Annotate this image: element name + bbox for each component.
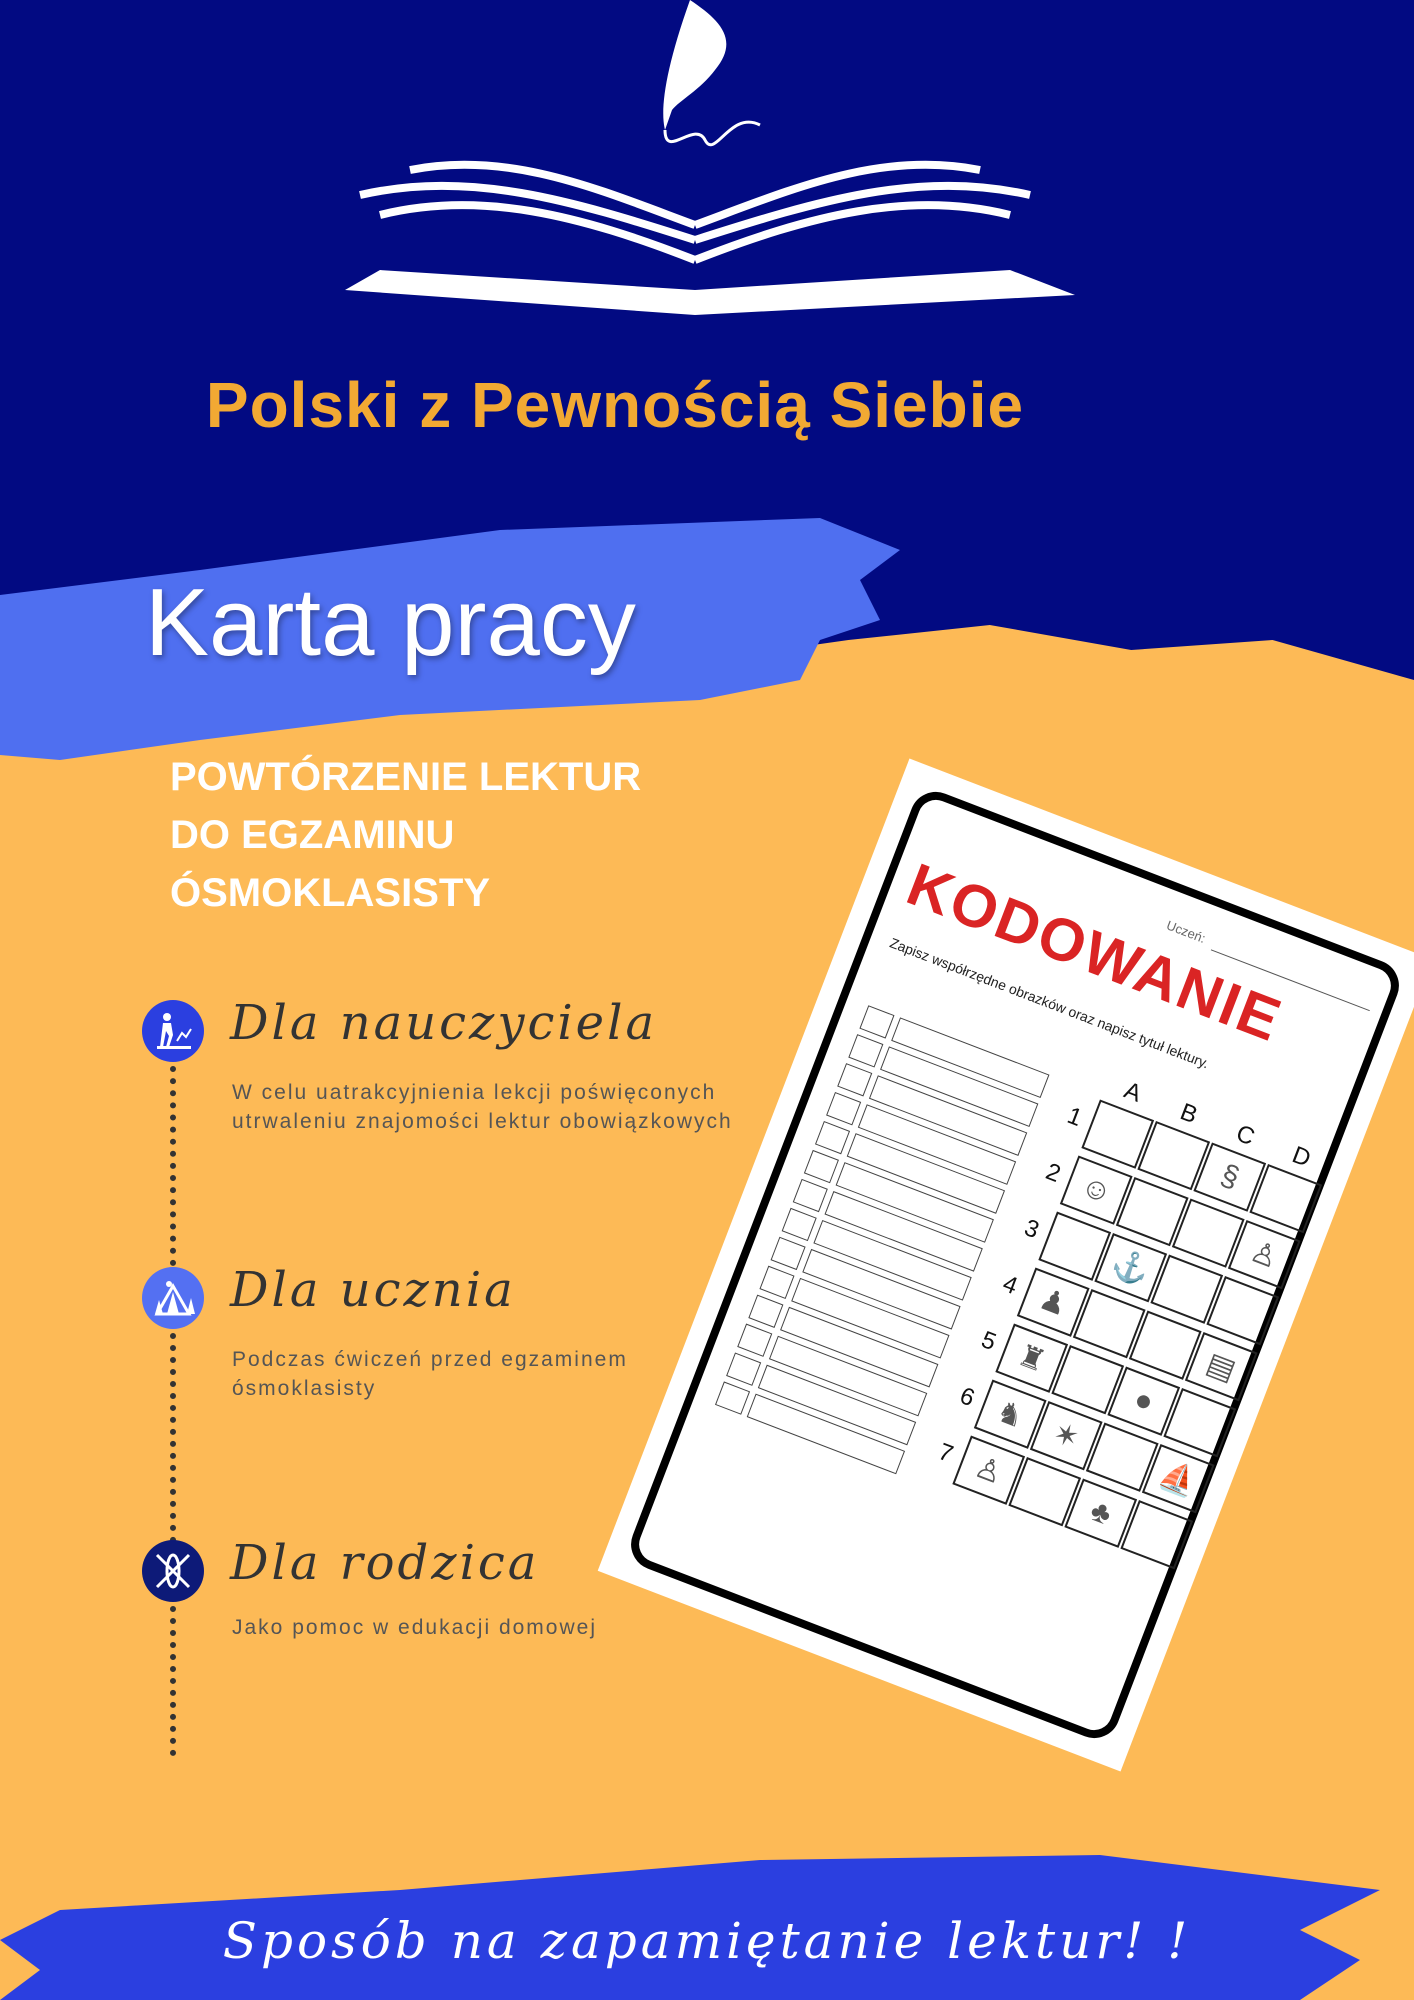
subtitle-line: DO EGZAMINU bbox=[170, 813, 455, 857]
brand-name: Polski z Pewnością Siebie bbox=[205, 369, 1025, 441]
kayak-icon bbox=[142, 1540, 204, 1602]
audience-heading: Dla rodzica bbox=[230, 1535, 540, 1591]
page-title: Karta pracy bbox=[145, 569, 636, 676]
audience-text: Podczas ćwiczeń przed egzaminem ósmoklasi… bbox=[232, 1348, 628, 1400]
subtitle-line: ÓSMOKLASISTY bbox=[170, 871, 491, 915]
audience-heading: Dla ucznia bbox=[230, 1262, 516, 1318]
footer-slogan: Sposób na zapamiętanie lektur! ! bbox=[222, 1912, 1192, 1970]
audience-heading: Dla nauczyciela bbox=[230, 995, 658, 1051]
subtitle-line: POWTÓRZENIE LEKTUR bbox=[170, 755, 642, 799]
timeline-dots bbox=[170, 1606, 176, 1756]
hiker-icon bbox=[142, 1000, 204, 1062]
timeline-dots bbox=[170, 1066, 176, 1266]
tent-icon bbox=[142, 1267, 204, 1329]
timeline-dots bbox=[170, 1333, 176, 1543]
brush-stroke bbox=[0, 1855, 1380, 2000]
audience-text: W celu uatrakcyjnienia lekcji poświęcony… bbox=[232, 1081, 733, 1133]
open-book-quill-logo bbox=[345, 0, 1075, 315]
subtitle: POWTÓRZENIE LEKTUR DO EGZAMINU ÓSMOKLASI… bbox=[170, 748, 790, 922]
brush-stroke bbox=[0, 518, 900, 760]
audience-text: Jako pomoc w edukacji domowej bbox=[232, 1616, 597, 1639]
